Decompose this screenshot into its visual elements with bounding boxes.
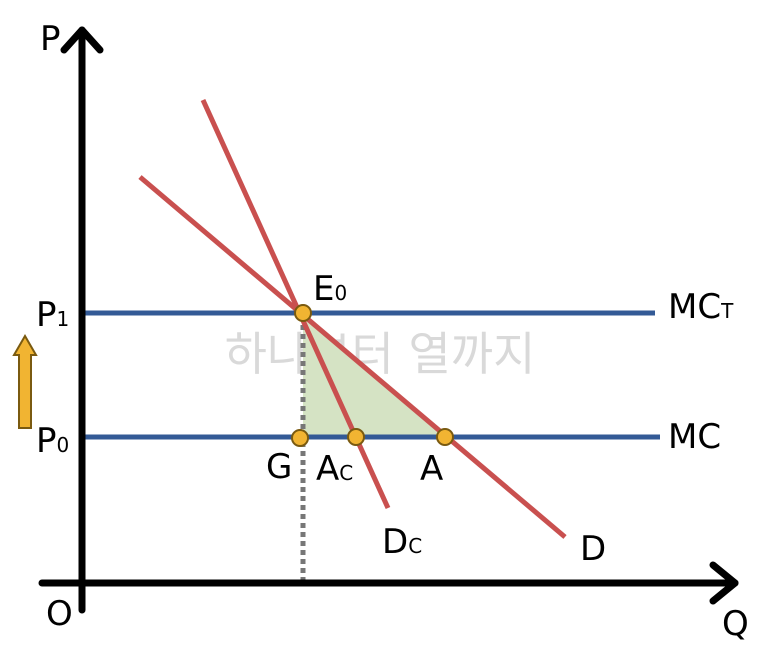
price-rise-arrow <box>12 334 38 429</box>
p1-label: P1 <box>36 295 69 335</box>
watermark: 하나부터 열까지 <box>225 327 536 381</box>
dc-label: DC <box>382 522 422 562</box>
label-part: 0 <box>57 433 70 457</box>
label-part: T <box>720 299 734 323</box>
point-g <box>291 429 309 447</box>
g-label: G <box>266 447 292 487</box>
label-part: D <box>382 522 408 562</box>
label-part: MC <box>668 417 721 457</box>
label-part: A <box>316 449 339 489</box>
y-axis-label: P <box>40 19 61 59</box>
a-label: A <box>420 449 443 489</box>
label-part: 1 <box>57 307 70 331</box>
origin-label: O <box>46 594 73 634</box>
demand-c-line <box>200 98 391 510</box>
point-e0 <box>294 304 312 322</box>
x-axis-label: Q <box>722 604 749 644</box>
e0-label: E0 <box>313 269 347 309</box>
points <box>291 304 454 447</box>
mct-label: MCT <box>668 287 734 327</box>
axes <box>38 26 739 614</box>
point-ac <box>347 428 365 446</box>
demand-line <box>138 175 567 539</box>
point-a <box>436 428 454 446</box>
mc-label: MC <box>668 417 721 457</box>
label-part: P <box>36 295 57 335</box>
label-part: P <box>36 421 57 461</box>
label-part: A <box>420 449 443 489</box>
label-part: MC <box>668 287 721 327</box>
ac-label: AC <box>316 449 353 489</box>
p0-label: P0 <box>36 421 69 461</box>
label-part: D <box>580 529 606 569</box>
d-label: D <box>580 529 606 569</box>
label-part: C <box>339 461 353 485</box>
label-part: E <box>313 269 334 309</box>
label-part: 0 <box>334 281 347 305</box>
label-part: C <box>408 534 422 558</box>
label-part: G <box>266 447 292 487</box>
